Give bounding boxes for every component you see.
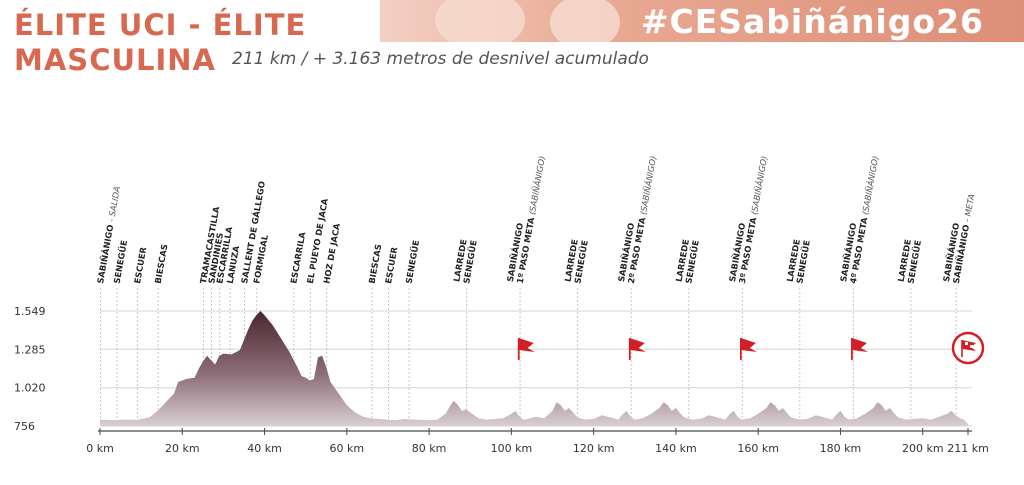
- y-tick-label: 1.020: [14, 382, 46, 395]
- x-tick-label: 140 km: [655, 442, 697, 455]
- page-subtitle: 211 km / + 3.163 metros de desnivel acum…: [232, 49, 649, 69]
- page-title-line1: ÉLITE UCI - ÉLITE: [14, 8, 307, 42]
- waypoint-text: SENEGÜE: [404, 239, 422, 284]
- waypoint-text: ESCUER: [383, 246, 399, 285]
- flag-icon: [851, 338, 868, 360]
- page-title-line2: MASCULINA: [14, 43, 217, 77]
- y-axis: 756 1.020 1.285 1.549: [14, 305, 46, 433]
- flag-icon: [739, 338, 757, 360]
- x-tick-label: 120 km: [573, 442, 615, 455]
- waypoint-text: ESCARRILA: [288, 231, 307, 285]
- waypoint-text: ESCUER: [132, 246, 148, 285]
- x-tick-label: 40 km: [247, 442, 282, 455]
- header-banner: #CESabiñánigo26: [380, 0, 1024, 42]
- x-tick-labels: 0 km 20 km 40 km 60 km 80 km 100 km 120 km 140 …: [86, 442, 989, 455]
- waypoint-label: SENEGÜE: [112, 239, 130, 284]
- waypoint-label: BIESCAS: [153, 243, 170, 284]
- x-tick-label: 60 km: [330, 442, 365, 455]
- waypoint-text: SENEGÜE: [112, 239, 130, 284]
- flag-icon: [517, 338, 535, 360]
- x-tick-label: 200 km: [902, 442, 944, 455]
- elevation-area: [100, 311, 968, 426]
- waypoint-text: HOZ DE JACA: [321, 222, 342, 284]
- waypoint-label: BIESCAS: [367, 243, 384, 284]
- y-tick-label: 1.285: [14, 343, 46, 356]
- waypoint-label: SENEGÜE: [404, 239, 422, 284]
- waypoint-text: BIESCAS: [367, 243, 384, 284]
- elevation-area-series: [100, 311, 968, 426]
- waypoint-label: ESCARRILA: [288, 231, 307, 285]
- x-tick-label: 20 km: [165, 442, 200, 455]
- x-tick-label: 211 km: [947, 442, 989, 455]
- waypoint-label: ESCUER: [383, 246, 399, 285]
- hashtag: #CESabiñánigo26: [640, 2, 984, 41]
- waypoint-text: 3º PASO META (SABIÑÁNIGO): [736, 155, 769, 284]
- waypoint-text: BIESCAS: [153, 243, 170, 284]
- waypoint-text: 1º PASO META (SABIÑÁNIGO): [514, 155, 547, 284]
- x-tick-label: 0 km: [86, 442, 114, 455]
- y-tick-label: 1.549: [14, 305, 46, 318]
- x-tick-label: 100 km: [491, 442, 533, 455]
- waypoint-text: 4º PASO META (SABIÑÁNIGO): [847, 155, 880, 284]
- meta-flags: [517, 331, 985, 365]
- y-tick-label: 756: [14, 420, 35, 433]
- waypoint-text: 2º PASO META (SABIÑÁNIGO): [625, 155, 658, 284]
- x-axis: [98, 428, 972, 435]
- waypoint-label: HOZ DE JACA: [321, 222, 342, 284]
- finish-flag-icon: [951, 331, 985, 365]
- banner-photo-blur: [550, 0, 620, 42]
- flag-icon: [628, 338, 646, 360]
- waypoint-label: ESCUER: [132, 246, 148, 285]
- banner-photo-blur: [435, 0, 525, 42]
- x-tick-label: 80 km: [412, 442, 447, 455]
- x-tick-label: 180 km: [820, 442, 862, 455]
- x-tick-label: 160 km: [737, 442, 779, 455]
